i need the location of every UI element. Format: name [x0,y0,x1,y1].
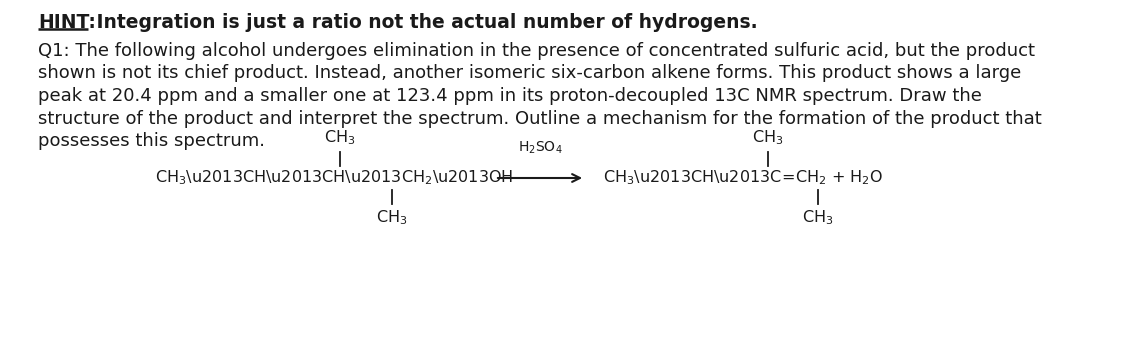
Text: Integration is just a ratio not the actual number of hydrogens.: Integration is just a ratio not the actu… [90,13,757,32]
Text: peak at 20.4 ppm and a smaller one at 123.4 ppm in its proton-decoupled 13C NMR : peak at 20.4 ppm and a smaller one at 12… [38,87,982,105]
Text: CH$_3$: CH$_3$ [753,129,784,147]
Text: H$_2$SO$_4$: H$_2$SO$_4$ [518,140,562,156]
Text: HINT:: HINT: [38,13,96,32]
Text: CH$_3$\u2013CH\u2013CH\u2013CH$_2$\u2013OH: CH$_3$\u2013CH\u2013CH\u2013CH$_2$\u2013… [155,169,513,187]
Text: CH$_3$\u2013CH\u2013C$\!=\!$CH$_2$ + H$_2$O: CH$_3$\u2013CH\u2013C$\!=\!$CH$_2$ + H$_… [603,169,883,187]
Text: shown is not its chief product. Instead, another isomeric six-carbon alkene form: shown is not its chief product. Instead,… [38,64,1022,82]
Text: possesses this spectrum.: possesses this spectrum. [38,132,266,150]
Text: CH$_3$: CH$_3$ [324,129,356,147]
Text: CH$_3$: CH$_3$ [802,209,834,227]
Text: Q1: The following alcohol undergoes elimination in the presence of concentrated : Q1: The following alcohol undergoes elim… [38,42,1035,60]
Text: structure of the product and interpret the spectrum. Outline a mechanism for the: structure of the product and interpret t… [38,110,1042,127]
Text: CH$_3$: CH$_3$ [376,209,407,227]
